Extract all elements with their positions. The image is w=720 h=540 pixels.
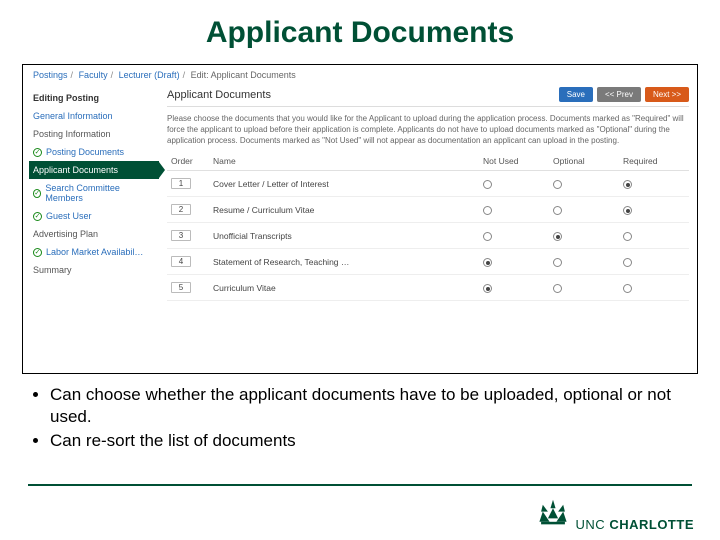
- table-row: 3 Unofficial Transcripts: [167, 223, 689, 249]
- prev-button[interactable]: << Prev: [597, 87, 641, 102]
- radio-optional[interactable]: [553, 232, 562, 241]
- col-optional: Optional: [549, 152, 619, 171]
- table-row: 5 Curriculum Vitae: [167, 275, 689, 301]
- col-order: Order: [167, 152, 209, 171]
- slide-title: Applicant Documents: [0, 0, 720, 60]
- order-input[interactable]: 3: [171, 230, 191, 241]
- doc-name: Resume / Curriculum Vitae: [209, 197, 479, 223]
- table-row: 2 Resume / Curriculum Vitae: [167, 197, 689, 223]
- radio-notused[interactable]: [483, 232, 492, 241]
- sidebar-item[interactable]: Posting Information: [29, 125, 153, 143]
- footer-rule: [28, 484, 692, 486]
- bullet-item: Can choose whether the applicant documen…: [50, 384, 680, 428]
- sidebar-item[interactable]: Advertising Plan: [29, 225, 153, 243]
- sidebar-item-label: Posting Information: [33, 129, 111, 139]
- sidebar-item-label: Summary: [33, 265, 72, 275]
- sidebar-item-label: Search Committee Members: [45, 183, 149, 203]
- radio-required[interactable]: [623, 258, 632, 267]
- next-button[interactable]: Next >>: [645, 87, 689, 102]
- save-button[interactable]: Save: [559, 87, 593, 102]
- breadcrumb-tail: Edit: Applicant Documents: [191, 70, 296, 80]
- sidebar-item-label: Labor Market Availabil…: [46, 247, 143, 257]
- table-row: 1 Cover Letter / Letter of Interest: [167, 171, 689, 197]
- panel-instructions: Please choose the documents that you wou…: [167, 111, 689, 152]
- check-icon: ✓: [33, 248, 42, 257]
- sidebar-item-label: Applicant Documents: [33, 165, 118, 175]
- radio-notused[interactable]: [483, 258, 492, 267]
- bullet-item: Can re-sort the list of documents: [50, 430, 680, 452]
- sidebar-item-label: General Information: [33, 111, 113, 121]
- content-panel: Applicant Documents Save << Prev Next >>…: [153, 85, 697, 305]
- check-icon: ✓: [33, 148, 42, 157]
- doc-name: Unofficial Transcripts: [209, 223, 479, 249]
- radio-required[interactable]: [623, 232, 632, 241]
- check-icon: ✓: [33, 212, 42, 221]
- order-input[interactable]: 4: [171, 256, 191, 267]
- doc-name: Statement of Research, Teaching …: [209, 249, 479, 275]
- breadcrumb: Postings/ Faculty/ Lecturer (Draft)/ Edi…: [23, 65, 697, 85]
- breadcrumb-link[interactable]: Faculty: [79, 70, 108, 80]
- col-required: Required: [619, 152, 689, 171]
- slide-bullets: Can choose whether the applicant documen…: [50, 384, 680, 452]
- sidebar-item[interactable]: ✓ Posting Documents: [29, 143, 153, 161]
- app-screenshot: Postings/ Faculty/ Lecturer (Draft)/ Edi…: [22, 64, 698, 374]
- radio-optional[interactable]: [553, 180, 562, 189]
- radio-notused[interactable]: [483, 284, 492, 293]
- radio-notused[interactable]: [483, 180, 492, 189]
- breadcrumb-link[interactable]: Lecturer (Draft): [119, 70, 180, 80]
- sidebar-item[interactable]: General Information: [29, 107, 153, 125]
- col-notused: Not Used: [479, 152, 549, 171]
- unc-charlotte-logo: UNC CHARLOTTE: [536, 498, 694, 532]
- crown-icon: [536, 498, 570, 532]
- logo-text: UNC CHARLOTTE: [576, 517, 694, 532]
- radio-required[interactable]: [623, 284, 632, 293]
- panel-title: Applicant Documents: [167, 89, 271, 101]
- radio-required[interactable]: [623, 180, 632, 189]
- doc-name: Curriculum Vitae: [209, 275, 479, 301]
- sidebar-item[interactable]: Applicant Documents: [29, 161, 159, 179]
- col-name: Name: [209, 152, 479, 171]
- order-input[interactable]: 1: [171, 178, 191, 189]
- sidebar-item[interactable]: ✓ Guest User: [29, 207, 153, 225]
- order-input[interactable]: 5: [171, 282, 191, 293]
- table-row: 4 Statement of Research, Teaching …: [167, 249, 689, 275]
- breadcrumb-link[interactable]: Postings: [33, 70, 68, 80]
- sidebar-item[interactable]: ✓ Search Committee Members: [29, 179, 153, 207]
- sidebar-item-label: Guest User: [46, 211, 92, 221]
- radio-optional[interactable]: [553, 284, 562, 293]
- radio-required[interactable]: [623, 206, 632, 215]
- check-icon: ✓: [33, 189, 41, 198]
- doc-name: Cover Letter / Letter of Interest: [209, 171, 479, 197]
- sidebar-item-label: Advertising Plan: [33, 229, 98, 239]
- sidebar-heading: Editing Posting: [29, 89, 153, 107]
- radio-notused[interactable]: [483, 206, 492, 215]
- radio-optional[interactable]: [553, 258, 562, 267]
- sidebar: Editing Posting General Information Posti…: [23, 85, 153, 305]
- order-input[interactable]: 2: [171, 204, 191, 215]
- radio-optional[interactable]: [553, 206, 562, 215]
- sidebar-item[interactable]: Summary: [29, 261, 153, 279]
- documents-table: Order Name Not Used Optional Required 1 C…: [167, 152, 689, 301]
- sidebar-item[interactable]: ✓ Labor Market Availabil…: [29, 243, 153, 261]
- sidebar-item-label: Posting Documents: [46, 147, 124, 157]
